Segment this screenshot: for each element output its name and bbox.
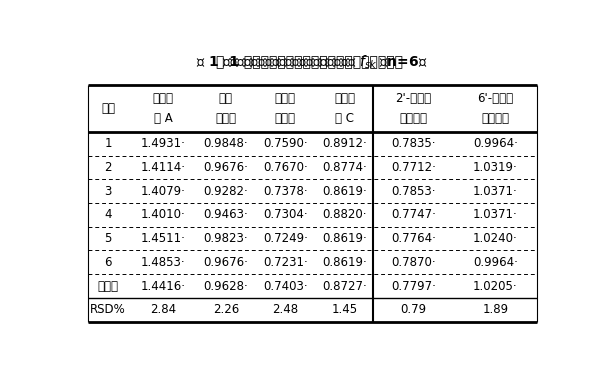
Text: 0.9964·: 0.9964· [473,256,518,269]
Text: 5: 5 [105,232,112,245]
Text: 0.7853·: 0.7853· [391,185,435,198]
Text: 0.7747·: 0.7747· [391,209,436,221]
Text: 1: 1 [104,138,112,150]
Text: 1.4853·: 1.4853· [140,256,185,269]
Text: 1.0319·: 1.0319· [473,161,517,174]
Text: 0.7231·: 0.7231· [263,256,308,269]
Text: 0.8774·: 0.8774· [322,161,367,174]
Text: 蕤花糖苷: 蕤花糖苷 [482,112,510,126]
Text: 0.7378·: 0.7378· [263,185,308,198]
Text: 0.9676·: 0.9676· [204,256,248,269]
Text: 2.84: 2.84 [150,303,176,316]
Text: 0.9823·: 0.9823· [204,232,248,245]
Text: 2: 2 [104,161,112,174]
Text: 2.26: 2.26 [213,303,239,316]
Text: 1.0371·: 1.0371· [473,185,517,198]
Text: 1.45: 1.45 [332,303,358,316]
Text: 花糖苷: 花糖苷 [275,112,296,126]
Text: 肉苁蓉: 肉苁蓉 [153,92,173,105]
Text: 0.9628·: 0.9628· [204,280,248,292]
Text: 0.7712·: 0.7712· [391,161,436,174]
Text: 表 1 以松果菊苷为参照物的各成分相对校正因子 $f_{sk}$ （n=6）: 表 1 以松果菊苷为参照物的各成分相对校正因子 $f_{sk}$ （n=6） [196,54,427,71]
Text: 6'-乙酰毛: 6'-乙酰毛 [477,92,513,105]
Text: 0.7590·: 0.7590· [263,138,308,150]
Text: 0.7870·: 0.7870· [391,256,436,269]
Text: 0.8912·: 0.8912· [322,138,367,150]
Text: 4: 4 [104,209,112,221]
Text: 0.9964·: 0.9964· [473,138,518,150]
Text: 苷 A: 苷 A [154,112,173,126]
Text: 花糖苷: 花糖苷 [215,112,237,126]
Text: 1.0371·: 1.0371· [473,209,517,221]
Text: 序号: 序号 [101,102,115,115]
Text: 肉苁蓉: 肉苁蓉 [334,92,355,105]
Text: 1.89: 1.89 [482,303,508,316]
Text: 0.8619·: 0.8619· [322,256,367,269]
Text: 0.9463·: 0.9463· [204,209,248,221]
Text: 毛蕤: 毛蕤 [219,92,233,105]
Text: 1.4079·: 1.4079· [140,185,185,198]
Text: 1.4114·: 1.4114· [140,161,185,174]
Text: RSD%: RSD% [90,303,126,316]
Text: 0.7304·: 0.7304· [263,209,308,221]
Text: 0.7670·: 0.7670· [263,161,308,174]
Text: 0.9848·: 0.9848· [204,138,248,150]
Text: 0.8619·: 0.8619· [322,232,367,245]
Text: 1.0205·: 1.0205· [473,280,517,292]
Text: 0.9282·: 0.9282· [204,185,248,198]
Text: 苷 C: 苷 C [336,112,354,126]
Text: 1.4010·: 1.4010· [140,209,185,221]
Text: 平均値: 平均値 [97,280,119,292]
Text: 3: 3 [105,185,112,198]
Text: 0.8619·: 0.8619· [322,185,367,198]
Text: 0.79: 0.79 [400,303,426,316]
Text: 1.4931·: 1.4931· [140,138,185,150]
Text: 2.48: 2.48 [272,303,299,316]
Text: 1.0240·: 1.0240· [473,232,517,245]
Text: 异毛蕤: 异毛蕤 [275,92,296,105]
Text: 1.4416·: 1.4416· [140,280,185,292]
Text: 表 1 以松果菊苷为参照物的各成分相对校正因子: 表 1 以松果菊苷为参照物的各成分相对校正因子 [216,54,407,68]
Text: 0.7797·: 0.7797· [391,280,436,292]
Text: 蕤花糖苷: 蕤花糖苷 [399,112,427,126]
Text: 6: 6 [104,256,112,269]
Text: 0.9676·: 0.9676· [204,161,248,174]
Text: 1.4511·: 1.4511· [140,232,185,245]
Text: 0.8820·: 0.8820· [323,209,367,221]
Text: 0.7249·: 0.7249· [263,232,308,245]
Text: 0.7835·: 0.7835· [391,138,435,150]
Text: 0.8727·: 0.8727· [322,280,367,292]
Text: 2'-乙酰毛: 2'-乙酰毛 [395,92,432,105]
Text: 0.7403·: 0.7403· [263,280,308,292]
Text: 0.7764·: 0.7764· [391,232,436,245]
